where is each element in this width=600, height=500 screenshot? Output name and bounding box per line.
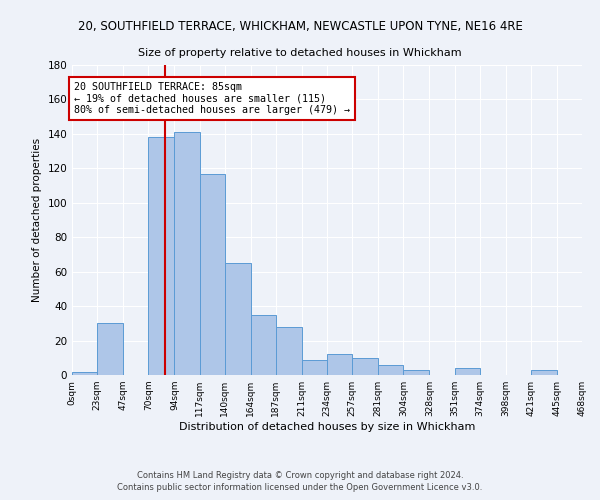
Bar	[175, 132, 200, 375]
Bar	[72, 372, 97, 375]
Bar	[148, 138, 175, 375]
Text: Size of property relative to detached houses in Whickham: Size of property relative to detached ho…	[138, 48, 462, 58]
Bar	[199, 174, 224, 375]
Bar	[455, 368, 479, 375]
Bar	[327, 354, 352, 375]
Text: Contains HM Land Registry data © Crown copyright and database right 2024.: Contains HM Land Registry data © Crown c…	[137, 471, 463, 480]
Bar	[302, 360, 327, 375]
Bar	[352, 358, 378, 375]
X-axis label: Distribution of detached houses by size in Whickham: Distribution of detached houses by size …	[179, 422, 475, 432]
Y-axis label: Number of detached properties: Number of detached properties	[32, 138, 42, 302]
Bar	[531, 370, 557, 375]
Bar	[276, 327, 302, 375]
Text: Contains public sector information licensed under the Open Government Licence v3: Contains public sector information licen…	[118, 484, 482, 492]
Bar	[251, 314, 276, 375]
Bar	[97, 324, 123, 375]
Text: 20 SOUTHFIELD TERRACE: 85sqm
← 19% of detached houses are smaller (115)
80% of s: 20 SOUTHFIELD TERRACE: 85sqm ← 19% of de…	[74, 82, 350, 116]
Bar	[224, 263, 251, 375]
Bar	[403, 370, 430, 375]
Bar	[378, 364, 403, 375]
Text: 20, SOUTHFIELD TERRACE, WHICKHAM, NEWCASTLE UPON TYNE, NE16 4RE: 20, SOUTHFIELD TERRACE, WHICKHAM, NEWCAS…	[77, 20, 523, 33]
